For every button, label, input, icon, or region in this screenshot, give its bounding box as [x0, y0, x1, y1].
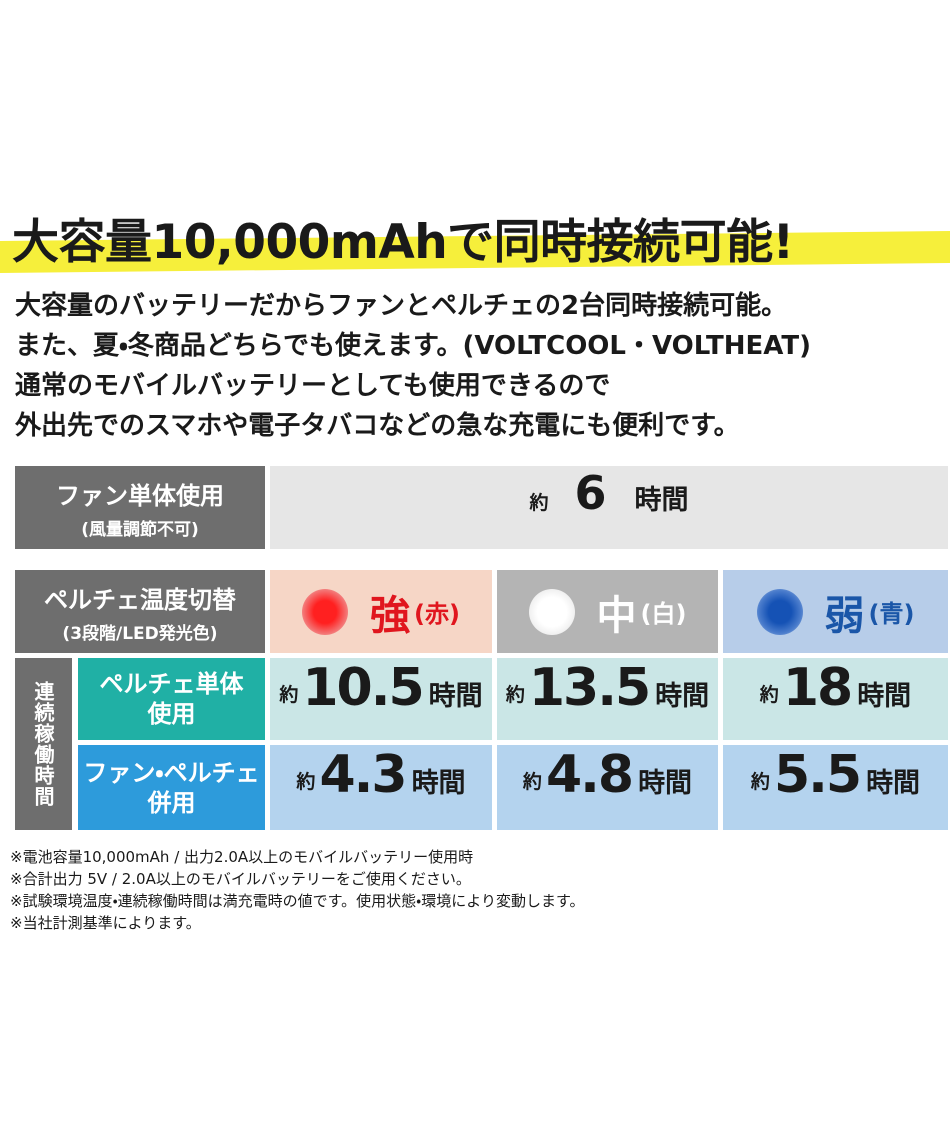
description-line: 通常のモバイルバッテリーとしても使用できるので	[15, 371, 611, 401]
unit: 時間	[638, 768, 693, 799]
fan-only-value: 約 6 時間	[270, 466, 948, 549]
runtime-value: 約 10.5 時間	[270, 658, 492, 740]
note: ※当社計測基準によります。	[10, 914, 201, 932]
level-name: 強	[370, 592, 411, 639]
level-color: (青)	[868, 600, 915, 628]
prefix: 約	[759, 684, 779, 706]
description-line: 大容量のバッテリーだからファンとペルチェの2台同時接続可能。	[15, 291, 788, 321]
value: 13.5	[528, 658, 651, 718]
peltier-header: ペルチェ温度切替 (3段階/LED発光色)	[15, 570, 265, 653]
runtime-value: 約 18 時間	[723, 658, 948, 740]
note: (風量調節不可)	[81, 519, 199, 540]
headline: 大容量10,000mAhで同時接続可能!	[12, 215, 794, 270]
runtime-label: 連続稼働時間	[31, 681, 55, 807]
unit: 時間	[634, 485, 689, 516]
led-dot	[528, 588, 575, 635]
value: 10.5	[302, 658, 424, 718]
row-label-line: 併用	[147, 788, 196, 817]
value: 6	[574, 466, 607, 520]
value: 5.5	[773, 745, 862, 805]
unit: 時間	[428, 681, 483, 712]
fan-only-header: ファン単体使用 (風量調節不可)	[15, 466, 265, 549]
led-dot	[756, 588, 803, 635]
level-header: 弱 (青)	[723, 570, 948, 653]
value: 4.8	[545, 745, 634, 805]
prefix: 約	[750, 771, 770, 793]
runtime-label-cell: 連続稼働時間	[15, 658, 72, 830]
row-label-line: 使用	[147, 700, 196, 728]
prefix: 約	[529, 492, 549, 514]
prefix: 約	[522, 771, 542, 793]
label: ファン単体使用	[56, 481, 224, 510]
unit: 時間	[411, 768, 466, 799]
note: ※合計出力 5V / 2.0A以上のモバイルバッテリーをご使用ください。	[10, 870, 471, 888]
prefix: 約	[279, 684, 299, 706]
note: (3段階/LED発光色)	[62, 623, 218, 644]
unit: 時間	[866, 768, 921, 799]
unit: 時間	[655, 681, 710, 712]
level-name: 中	[596, 592, 637, 639]
runtime-value: 約 5.5 時間	[723, 745, 948, 830]
note: ※電池容量10,000mAh / 出力2.0A以上のモバイルバッテリー使用時	[10, 848, 474, 866]
row-label: ペルチェ単体 使用	[78, 658, 265, 740]
prefix: 約	[505, 684, 525, 706]
value: 18	[782, 658, 853, 718]
runtime-value: 約 4.3 時間	[270, 745, 492, 830]
level-name: 弱	[824, 592, 865, 639]
row-label-line: ファン・ペルチェ	[83, 758, 260, 787]
value: 4.3	[319, 745, 407, 805]
prefix: 約	[296, 771, 316, 793]
runtime-value: 約 4.8 時間	[497, 745, 718, 830]
row-label: ファン・ペルチェ 併用	[78, 745, 265, 830]
unit: 時間	[857, 681, 912, 712]
level-header: 中 (白)	[497, 570, 718, 653]
row-label-line: ペルチェ単体	[99, 670, 244, 698]
level-color: (赤)	[414, 600, 460, 628]
description-line: 外出先でのスマホや電子タバコなどの急な充電にも便利です。	[15, 411, 740, 441]
runtime-value: 約 13.5 時間	[497, 658, 718, 740]
note: ※試験環境温度・連続稼働時間は満充電時の値です。使用状態・環境により変動します。	[10, 892, 585, 910]
led-dot	[302, 588, 349, 635]
description-line: また、夏・冬商品どちらでも使えます。(VOLTCOOL・VOLTHEAT)	[15, 331, 811, 361]
label: ペルチェ温度切替	[44, 585, 236, 614]
level-header: 強 (赤)	[270, 570, 492, 653]
level-color: (白)	[640, 600, 687, 628]
